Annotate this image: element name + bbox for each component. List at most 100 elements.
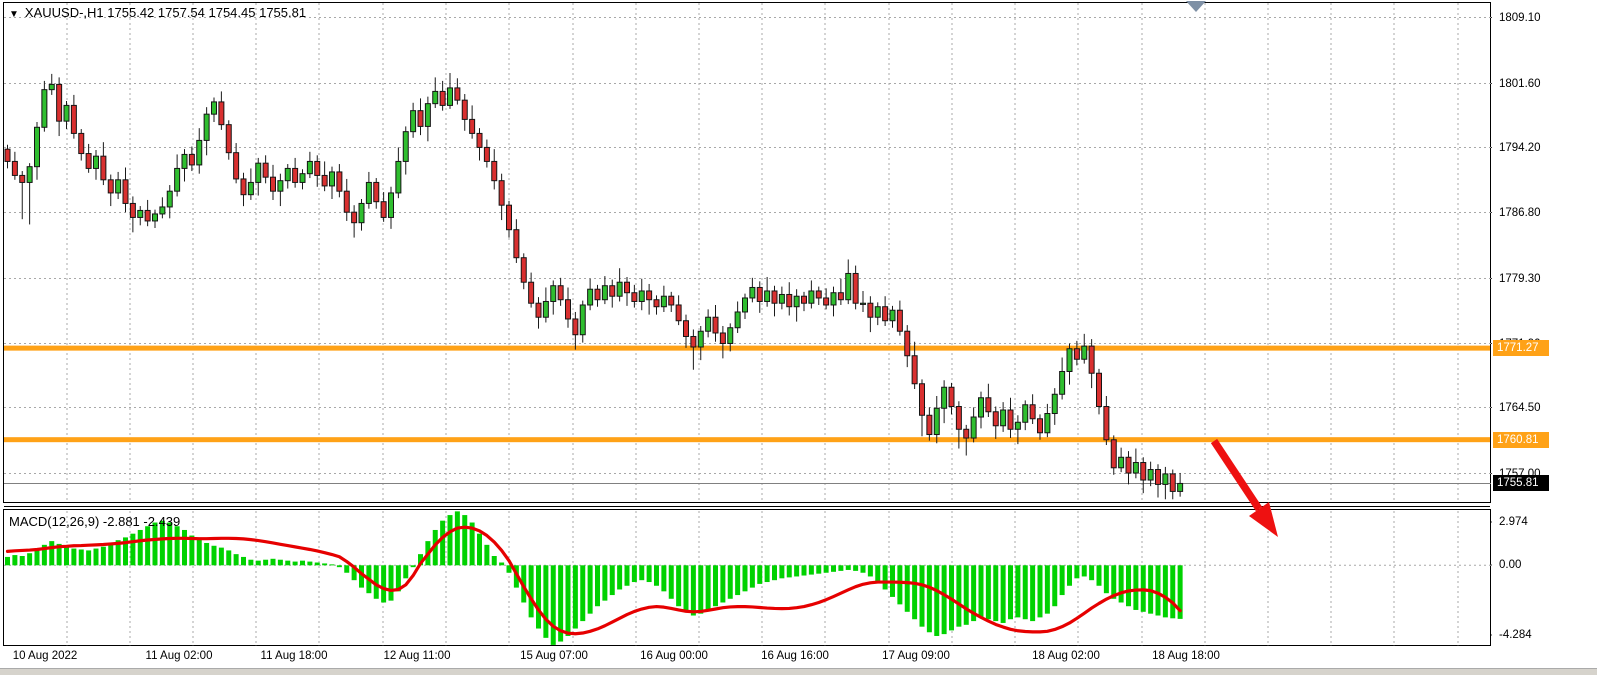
bull-candle (542, 300, 549, 318)
macd-histogram-bar (543, 565, 549, 638)
macd-histogram-bar (676, 565, 682, 607)
bull-candle (159, 206, 166, 215)
horizontal-scrollbar[interactable] (0, 668, 1597, 675)
macd-histogram-bar (322, 563, 328, 566)
macd-histogram-bar (477, 533, 482, 566)
macd-histogram-bar (912, 565, 918, 620)
bull-candle (41, 89, 48, 128)
macd-histogram-bar (27, 553, 33, 566)
bear-candle (491, 160, 498, 182)
bull-candle (874, 306, 881, 318)
macd-histogram-bar (720, 565, 726, 603)
bull-candle (424, 103, 431, 127)
bear-candle (1073, 348, 1080, 360)
macd-histogram-bar (506, 565, 512, 573)
macd-histogram-bar (1074, 565, 1080, 579)
macd-histogram-bar (565, 565, 571, 636)
macd-histogram-bar (742, 565, 748, 592)
bull-candle (26, 166, 33, 183)
price-axis-label: 1764.50 (1499, 401, 1541, 414)
bear-candle (461, 99, 468, 120)
bear-candle (122, 179, 129, 204)
macd-histogram-bar (5, 556, 10, 566)
time-axis[interactable] (3, 646, 1491, 667)
price-chart-panel[interactable] (3, 2, 1491, 503)
bear-candle (955, 406, 962, 430)
bull-candle (579, 304, 586, 336)
macd-histogram-bar (447, 515, 453, 566)
price-axis-label: 1809.10 (1499, 11, 1541, 24)
macd-histogram-bar (462, 515, 468, 566)
symbol-dropdown-icon[interactable]: ▼ (9, 9, 19, 20)
bear-candle (1110, 439, 1117, 469)
bear-candle (786, 293, 793, 308)
bear-candle (314, 160, 321, 176)
bear-candle (373, 181, 380, 203)
macd-histogram-bar (1177, 565, 1183, 619)
bear-candle (262, 162, 269, 178)
macd-histogram-bar (772, 565, 777, 581)
bear-candle (1103, 406, 1110, 441)
bull-candle (742, 297, 748, 313)
bull-candle (277, 180, 284, 192)
trend-arrow-head[interactable] (1249, 502, 1278, 537)
trend-arrow-shaft[interactable] (1210, 438, 1263, 512)
level-line-resistance[interactable] (4, 345, 1490, 351)
bear-candle (919, 383, 925, 416)
bull-candle (1132, 462, 1139, 474)
macd-histogram-bar (838, 565, 844, 571)
macd-histogram-bar (218, 547, 224, 566)
macd-histogram-bar (690, 565, 696, 616)
bull-candle (247, 181, 254, 196)
macd-histogram-bar (344, 565, 350, 573)
macd-histogram-bar (270, 558, 276, 566)
bull-candle (388, 192, 394, 218)
bull-candle (978, 397, 984, 418)
bear-candle (498, 180, 505, 206)
bull-candle (93, 155, 99, 169)
bull-candle (115, 179, 122, 194)
macd-histogram-bar (484, 544, 490, 566)
bear-candle (852, 272, 859, 304)
bull-candle (34, 126, 40, 168)
bear-candle (712, 316, 719, 334)
bear-candle (520, 257, 527, 283)
bull-candle (255, 162, 262, 183)
bull-candle (48, 83, 55, 91)
bear-candle (321, 174, 328, 187)
bull-candle (860, 302, 866, 305)
bear-candle (801, 295, 807, 304)
bull-candle (638, 290, 645, 302)
macd-histogram-bar (1170, 565, 1176, 619)
bear-candle (225, 124, 232, 154)
bull-candle (1147, 469, 1154, 481)
bear-candle (557, 285, 564, 301)
bull-candle (1000, 409, 1007, 427)
bear-candle (1088, 345, 1095, 374)
bear-candle (439, 90, 446, 106)
bull-candle (306, 160, 313, 175)
macd-indicator-label: MACD(12,26,9) -2.881 -2.439 (9, 514, 181, 529)
macd-histogram-bar (395, 565, 401, 592)
bear-candle (690, 335, 697, 348)
bear-candle (771, 290, 778, 304)
macd-histogram-bar (926, 565, 932, 633)
macd-histogram-bar (19, 556, 25, 566)
bull-candle (196, 139, 203, 166)
bull-candle (889, 309, 896, 322)
bear-candle (565, 299, 571, 320)
bull-candle (616, 281, 623, 297)
level-line-support[interactable] (4, 437, 1490, 443)
price-axis-label: 1779.30 (1499, 272, 1541, 285)
macd-histogram-bar (34, 549, 40, 566)
macd-histogram-bar (985, 565, 991, 620)
chart-shift-marker-icon[interactable] (1186, 1, 1206, 12)
macd-histogram-bar (978, 565, 984, 618)
macd-histogram-bar (123, 537, 128, 566)
price-axis[interactable] (1492, 0, 1597, 668)
bear-candle (85, 153, 92, 169)
bear-candle (218, 101, 225, 126)
time-axis-label: 18 Aug 02:00 (1032, 650, 1100, 662)
bull-candle (395, 160, 402, 194)
